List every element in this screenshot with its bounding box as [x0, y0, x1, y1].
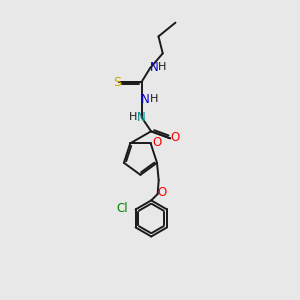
Text: N: N — [137, 111, 146, 124]
Text: H: H — [149, 94, 158, 104]
Text: N: N — [141, 93, 150, 106]
Text: O: O — [158, 187, 167, 200]
Text: S: S — [113, 76, 121, 88]
Text: O: O — [170, 131, 179, 144]
Text: Cl: Cl — [116, 202, 128, 215]
Text: H: H — [129, 112, 138, 122]
Text: O: O — [152, 136, 161, 149]
Text: H: H — [158, 62, 166, 72]
Text: N: N — [149, 61, 158, 74]
